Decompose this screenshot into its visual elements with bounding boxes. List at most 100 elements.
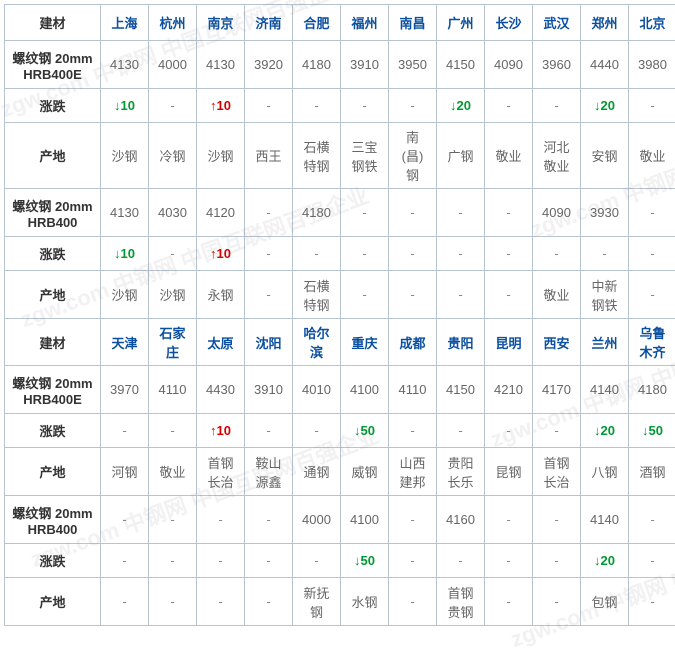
city-header: 乌鲁木齐 xyxy=(629,319,675,366)
price-cell: 3910 xyxy=(341,41,389,89)
change-cell: - xyxy=(437,544,485,578)
price-cell: 4010 xyxy=(293,366,341,414)
change-cell: - xyxy=(293,89,341,123)
change-cell: - xyxy=(293,237,341,271)
change-cell: - xyxy=(149,414,197,448)
prod-cell: 中新钢铁 xyxy=(581,271,629,319)
change-cell: - xyxy=(533,544,581,578)
change-cell: - xyxy=(101,544,149,578)
change-cell: ↓10 xyxy=(101,237,149,271)
price-cell: 3950 xyxy=(389,41,437,89)
price-cell: - xyxy=(245,496,293,544)
prod-cell: 沙钢 xyxy=(101,271,149,319)
prod-cell: 包钢 xyxy=(581,578,629,626)
price-cell: 4140 xyxy=(581,366,629,414)
price-cell: 4180 xyxy=(293,41,341,89)
prod-cell: 敬业 xyxy=(533,271,581,319)
prod-cell: 广钢 xyxy=(437,123,485,189)
prod-cell: 沙钢 xyxy=(101,123,149,189)
price-cell: 4160 xyxy=(437,496,485,544)
prod-cell: - xyxy=(101,578,149,626)
change-cell: - xyxy=(389,544,437,578)
change-cell: - xyxy=(149,544,197,578)
prod-cell: 河北敬业 xyxy=(533,123,581,189)
row-label: 产地 xyxy=(5,578,101,626)
change-cell: - xyxy=(485,237,533,271)
city-header: 济南 xyxy=(245,5,293,41)
change-cell: - xyxy=(437,414,485,448)
price-cell: - xyxy=(485,496,533,544)
price-cell: 3960 xyxy=(533,41,581,89)
prod-cell: 三宝钢铁 xyxy=(341,123,389,189)
change-cell: - xyxy=(245,544,293,578)
prod-cell: - xyxy=(629,271,675,319)
price-cell: 4090 xyxy=(485,41,533,89)
change-cell: - xyxy=(485,89,533,123)
row-label: 产地 xyxy=(5,123,101,189)
city-header: 哈尔滨 xyxy=(293,319,341,366)
price-cell: 3910 xyxy=(245,366,293,414)
price-cell: 4140 xyxy=(581,496,629,544)
city-header: 太原 xyxy=(197,319,245,366)
city-header: 广州 xyxy=(437,5,485,41)
prod-cell: 沙钢 xyxy=(197,123,245,189)
row-label: 产地 xyxy=(5,271,101,319)
price-cell: 4110 xyxy=(149,366,197,414)
prod-cell: - xyxy=(485,578,533,626)
price-cell: 4180 xyxy=(629,366,675,414)
city-header: 合肥 xyxy=(293,5,341,41)
change-cell: - xyxy=(389,237,437,271)
city-header: 南京 xyxy=(197,5,245,41)
change-cell: - xyxy=(629,544,675,578)
change-cell: - xyxy=(485,544,533,578)
price-cell: - xyxy=(341,189,389,237)
city-header: 贵阳 xyxy=(437,319,485,366)
prod-cell: 水钢 xyxy=(341,578,389,626)
price-cell: 3970 xyxy=(101,366,149,414)
change-cell: - xyxy=(389,89,437,123)
price-cell: - xyxy=(485,189,533,237)
city-header: 石家庄 xyxy=(149,319,197,366)
row-label: 螺纹钢 20mm HRB400E xyxy=(5,366,101,414)
price-cell: - xyxy=(437,189,485,237)
prod-cell: - xyxy=(341,271,389,319)
city-header: 成都 xyxy=(389,319,437,366)
price-cell: 4130 xyxy=(101,41,149,89)
prod-cell: 石横特钢 xyxy=(293,123,341,189)
prod-cell: 南(昌)钢 xyxy=(389,123,437,189)
city-header: 北京 xyxy=(629,5,675,41)
price-cell: 4090 xyxy=(533,189,581,237)
change-cell: - xyxy=(101,414,149,448)
city-header: 郑州 xyxy=(581,5,629,41)
change-cell: - xyxy=(341,89,389,123)
prod-cell: 昆钢 xyxy=(485,448,533,496)
change-cell: ↓20 xyxy=(437,89,485,123)
prod-cell: 敬业 xyxy=(485,123,533,189)
change-cell: ↓10 xyxy=(101,89,149,123)
prod-cell: 石横特钢 xyxy=(293,271,341,319)
prod-cell: - xyxy=(629,578,675,626)
prod-cell: 鞍山源鑫 xyxy=(245,448,293,496)
prod-cell: 首钢长治 xyxy=(533,448,581,496)
price-cell: 4130 xyxy=(101,189,149,237)
change-cell: - xyxy=(245,89,293,123)
prod-cell: 西王 xyxy=(245,123,293,189)
change-cell: ↑10 xyxy=(197,414,245,448)
price-cell: - xyxy=(389,189,437,237)
prod-cell: 沙钢 xyxy=(149,271,197,319)
price-cell: - xyxy=(101,496,149,544)
price-cell: - xyxy=(149,496,197,544)
price-cell: 4000 xyxy=(293,496,341,544)
change-cell: - xyxy=(389,414,437,448)
prod-cell: 八钢 xyxy=(581,448,629,496)
prod-cell: 永钢 xyxy=(197,271,245,319)
city-header: 南昌 xyxy=(389,5,437,41)
city-header: 上海 xyxy=(101,5,149,41)
change-cell: - xyxy=(245,237,293,271)
steel-price-table: 建材上海杭州南京济南合肥福州南昌广州长沙武汉郑州北京螺纹钢 20mm HRB40… xyxy=(4,4,675,626)
price-cell: - xyxy=(197,496,245,544)
row-label: 涨跌 xyxy=(5,89,101,123)
change-cell: - xyxy=(149,237,197,271)
change-cell: - xyxy=(485,414,533,448)
change-cell: - xyxy=(149,89,197,123)
